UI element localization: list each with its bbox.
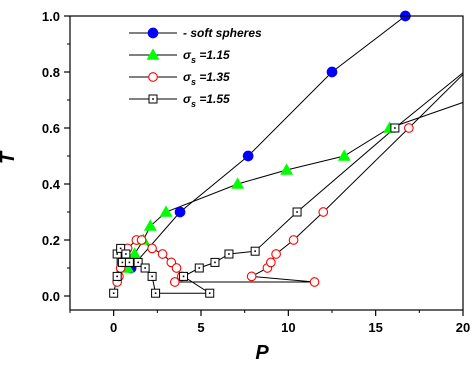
data-point-dot xyxy=(128,261,131,264)
data-point xyxy=(159,205,173,217)
y-tick-label: 1.0 xyxy=(42,9,60,24)
data-point xyxy=(179,271,189,281)
series-continuation xyxy=(408,73,463,129)
y-tick-label: 0.8 xyxy=(42,65,60,80)
x-axis-title: P xyxy=(255,342,269,364)
data-point-dot xyxy=(296,211,298,213)
data-point xyxy=(337,149,351,161)
data-point xyxy=(157,249,168,259)
y-tick-label: 0.4 xyxy=(42,177,61,192)
legend-label: - soft spheres xyxy=(183,26,262,40)
series-3 xyxy=(113,127,396,294)
y-axis-title: T xyxy=(0,150,19,164)
legend-marker xyxy=(148,94,158,104)
data-point xyxy=(112,271,122,281)
data-point xyxy=(246,271,257,282)
series-2 xyxy=(116,127,410,283)
series-continuation xyxy=(389,101,463,129)
legend-item: σs =1.55 xyxy=(129,92,230,109)
data-point xyxy=(309,277,320,287)
y-tick-label: 0.2 xyxy=(42,233,60,248)
data-point xyxy=(205,288,215,298)
data-point-dot xyxy=(144,267,146,269)
data-point xyxy=(169,277,180,287)
data-point-dot xyxy=(121,261,124,264)
plot-frame xyxy=(69,15,464,311)
legend-label: σs =1.15 xyxy=(183,48,230,65)
data-point xyxy=(124,257,134,267)
data-point xyxy=(194,263,204,273)
data-point-dot xyxy=(112,292,115,294)
data-point-dot xyxy=(214,261,216,264)
data-point xyxy=(266,257,276,268)
legend-marker-dot xyxy=(152,98,154,100)
data-point xyxy=(133,257,143,267)
data-point xyxy=(151,288,161,298)
legend-label: σs =1.35 xyxy=(183,70,230,87)
x-tick-label: 10 xyxy=(281,320,295,335)
data-point xyxy=(288,235,299,245)
data-point xyxy=(140,263,150,273)
data-point xyxy=(326,66,338,78)
data-point xyxy=(171,263,182,273)
series-markers-2 xyxy=(112,123,414,287)
data-point xyxy=(121,249,131,259)
data-point-dot xyxy=(116,275,118,278)
legend-label: σs =1.55 xyxy=(183,92,230,109)
data-point xyxy=(242,150,254,162)
series-line xyxy=(130,16,406,269)
data-point-dot xyxy=(394,127,396,129)
x-tick-label: 20 xyxy=(456,320,470,335)
data-point-dot xyxy=(151,275,153,278)
data-point xyxy=(271,249,281,259)
data-point-dot xyxy=(198,267,201,269)
series-continuation xyxy=(394,72,463,129)
data-point-dot xyxy=(182,275,185,278)
data-point xyxy=(390,123,400,133)
legend-marker xyxy=(148,72,158,82)
data-point xyxy=(224,249,234,259)
data-point xyxy=(210,257,220,267)
data-point-dot xyxy=(125,253,127,255)
series-layer xyxy=(109,10,463,298)
data-point xyxy=(116,243,126,253)
data-point xyxy=(231,177,245,189)
axes-layer: 0 5 10 15 20 0.0 0.2 0.4 0.6 0.8 1.0 xyxy=(42,9,470,335)
data-point-dot xyxy=(208,292,211,294)
data-point xyxy=(318,207,329,217)
data-point xyxy=(250,246,260,256)
data-point-dot xyxy=(119,247,122,250)
legend-marker xyxy=(147,27,159,39)
data-point-dot xyxy=(154,292,157,294)
y-tick-label: 0.6 xyxy=(42,121,60,136)
data-point-dot xyxy=(228,253,230,255)
x-tick-label: 0 xyxy=(110,320,117,335)
data-point-dot xyxy=(254,250,256,252)
legend: - soft spheres σs =1.15 σs =1.35 σs =1.55 xyxy=(129,26,262,109)
data-point xyxy=(147,271,157,281)
legend-item: σs =1.15 xyxy=(129,48,230,65)
data-point xyxy=(404,123,414,133)
data-point xyxy=(136,235,147,245)
legend-item: σs =1.35 xyxy=(129,70,230,87)
data-point-dot xyxy=(116,253,118,255)
x-tick-label: 5 xyxy=(197,320,204,335)
data-point-dot xyxy=(137,261,139,264)
series-line xyxy=(116,127,410,283)
series-0 xyxy=(130,16,406,269)
x-tick-label: 15 xyxy=(368,320,382,335)
data-point xyxy=(143,219,157,231)
data-point xyxy=(292,207,302,217)
series-markers-3 xyxy=(109,123,400,298)
y-tick-label: 0.0 xyxy=(42,289,60,304)
data-point xyxy=(147,243,157,254)
data-point xyxy=(280,163,294,175)
series-line xyxy=(113,127,396,294)
data-point xyxy=(174,206,186,218)
legend-marker xyxy=(146,48,160,60)
legend-item: - soft spheres xyxy=(129,26,262,40)
data-point xyxy=(109,288,119,298)
